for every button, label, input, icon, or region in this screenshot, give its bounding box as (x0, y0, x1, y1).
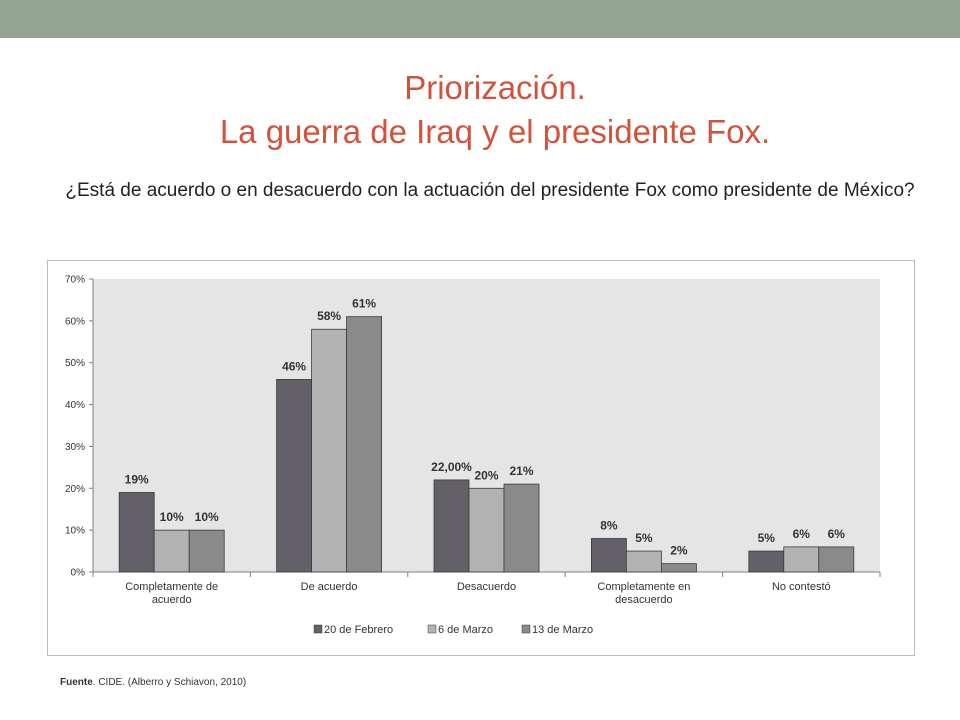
slide-title-line-2: La guerra de Iraq y el presidente Fox. (219, 113, 771, 150)
data-label: 10% (160, 510, 184, 524)
legend-swatch (521, 624, 531, 634)
bar (818, 546, 855, 573)
bar (468, 487, 505, 573)
bar (433, 479, 470, 573)
x-category-label: Completamente en (597, 581, 690, 593)
chart-frame: 0% 10% 20% 30% 40% 50% 60% 70% 19% 10% 10% Completa… (47, 260, 915, 656)
y-tick-label: 50% (65, 358, 85, 369)
legend-label: 13 de Marzo (532, 624, 593, 636)
bar-chart: 0% 10% 20% 30% 40% 50% 60% 70% 19% 10% 10% Completa… (65, 275, 881, 636)
y-tick-label: 10% (65, 526, 85, 537)
top-accent-bar (0, 0, 960, 38)
data-label: 5% (758, 531, 776, 545)
data-label: 5% (635, 531, 653, 545)
bar (118, 492, 155, 573)
bar (188, 529, 225, 573)
bar (661, 563, 697, 573)
source-text: . CIDE. (Alberro y Schiavon, 2010) (92, 677, 247, 688)
source-label: Fuente (60, 677, 93, 688)
bar (748, 550, 785, 573)
data-label: 21% (509, 464, 533, 478)
bar (311, 328, 348, 573)
x-category-label: De acuerdo (301, 581, 358, 593)
data-label: 19% (125, 472, 149, 486)
bar (153, 529, 190, 573)
data-label: 2% (670, 544, 688, 558)
data-label: 20% (474, 468, 498, 482)
data-label: 10% (195, 510, 219, 524)
bar (276, 379, 313, 573)
x-category-label: No contestó (772, 581, 831, 593)
legend-swatch (313, 624, 323, 634)
x-category-label: Desacuerdo (457, 581, 516, 593)
data-label: 6% (828, 527, 846, 541)
data-label: 22,00% (431, 460, 472, 474)
y-tick-label: 60% (65, 316, 85, 327)
data-label: 8% (600, 519, 618, 533)
x-category-label: desacuerdo (615, 594, 673, 606)
legend-label: 20 de Febrero (324, 624, 393, 636)
y-tick-label: 30% (65, 442, 85, 453)
slide-title-line-1: Priorización. (404, 69, 586, 106)
data-label: 58% (317, 309, 341, 323)
data-label: 6% (793, 527, 811, 541)
legend-label: 6 de Marzo (438, 624, 493, 636)
survey-question: ¿Está de acuerdo o en desacuerdo con la … (65, 180, 915, 201)
source-note: Fuente. CIDE. (Alberro y Schiavon, 2010) (60, 677, 246, 688)
bar (783, 546, 820, 573)
bar (503, 483, 540, 573)
y-tick-label: 20% (65, 484, 85, 495)
bar (626, 550, 662, 573)
y-tick-label: 70% (65, 275, 85, 286)
y-tick-label: 0% (71, 568, 86, 579)
y-tick-label: 40% (65, 400, 85, 411)
legend-swatch (427, 624, 437, 634)
x-category-label: acuerdo (152, 594, 192, 606)
data-label: 61% (352, 297, 376, 311)
bar (591, 538, 627, 573)
bar (346, 316, 383, 573)
data-label: 46% (282, 359, 306, 373)
x-category-label: Completamente de (125, 581, 218, 593)
